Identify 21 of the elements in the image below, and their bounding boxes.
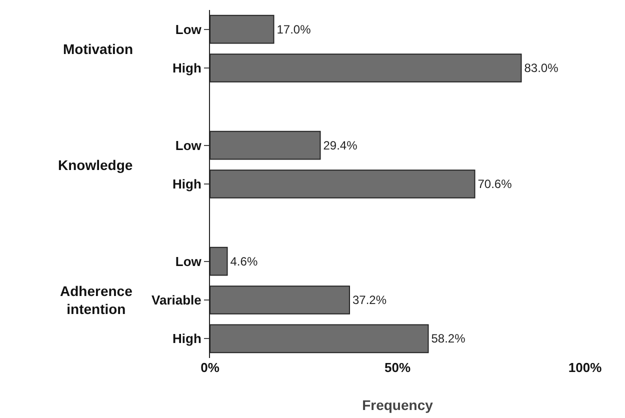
data-label: 17.0%	[276, 22, 312, 36]
y-tick-label: Low	[175, 22, 202, 37]
data-label: 83.0%	[524, 61, 559, 75]
x-axis-title: Frequency	[362, 397, 434, 413]
y-tick-label: High	[172, 331, 202, 346]
y-tick-label: Low	[175, 254, 202, 269]
y-tick-label: Variable	[152, 292, 202, 308]
x-tick-label: 0%	[200, 360, 220, 375]
data-label: 29.4%	[323, 138, 358, 152]
data-label: 70.6%	[478, 177, 512, 191]
text: Knowledge	[58, 157, 133, 173]
x-tick-label: 50%	[384, 360, 411, 375]
y-tick-label: High	[172, 176, 202, 192]
data-label: 4.6%	[230, 254, 258, 268]
y-tick-label: Low	[175, 138, 202, 153]
y-tick-label: High	[172, 60, 202, 76]
data-label: 58.2%	[431, 332, 466, 346]
x-tick-label: 100%	[568, 360, 602, 375]
text: Adherence intention	[60, 283, 133, 318]
text: Motivation	[63, 41, 133, 57]
data-label: 37.2%	[352, 293, 387, 307]
